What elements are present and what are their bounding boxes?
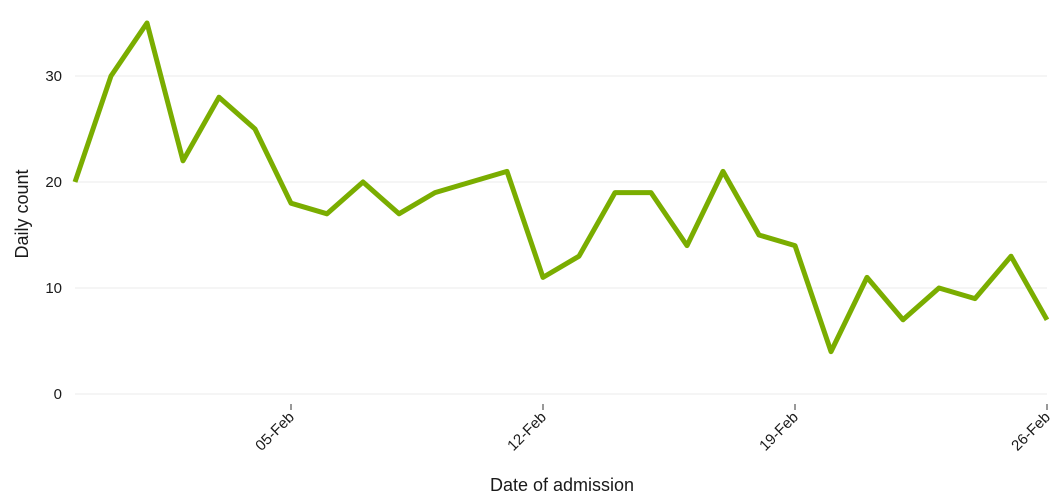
- daily-count-series-line: [72, 20, 1050, 355]
- x-axis-ticks: [290, 404, 1048, 410]
- y-tick-label-10: 10: [45, 280, 62, 297]
- gridlines: [75, 75, 1047, 395]
- y-tick-label-0: 0: [54, 386, 62, 403]
- y-axis-tick-labels: 0 10 20 30: [45, 68, 62, 403]
- x-tick-label-26-Feb: 26-Feb: [1008, 409, 1054, 455]
- x-tick-label-05-Feb: 05-Feb: [252, 409, 298, 455]
- x-axis-tick-labels: 05-Feb 12-Feb 19-Feb 26-Feb: [252, 409, 1054, 455]
- x-axis-title: Date of admission: [490, 475, 634, 495]
- x-tick-label-19-Feb: 19-Feb: [756, 409, 802, 455]
- y-axis-title: Daily count: [12, 169, 32, 258]
- y-tick-label-30: 30: [45, 68, 62, 85]
- y-tick-label-20: 20: [45, 174, 62, 191]
- x-tick-label-12-Feb: 12-Feb: [504, 409, 550, 455]
